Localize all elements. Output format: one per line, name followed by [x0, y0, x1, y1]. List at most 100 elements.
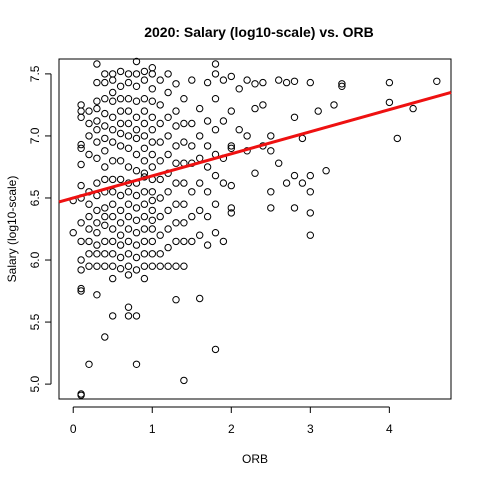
data-point — [93, 206, 101, 215]
data-point — [124, 303, 133, 311]
y-axis-label: Salary (log10-scale) — [5, 176, 19, 283]
data-point — [172, 107, 180, 115]
data-point — [290, 77, 299, 86]
data-point — [116, 142, 125, 150]
data-point — [140, 119, 149, 128]
y-tick-label: 6.0 — [28, 251, 42, 268]
data-point — [140, 188, 149, 196]
data-point — [109, 200, 117, 208]
data-point — [101, 95, 109, 103]
data-point — [306, 171, 314, 180]
data-point — [116, 241, 125, 249]
y-tick-label: 5.5 — [28, 313, 42, 330]
data-point — [109, 312, 117, 320]
data-point — [211, 171, 220, 180]
data-point — [211, 95, 220, 103]
data-point — [101, 333, 109, 341]
data-point — [101, 147, 109, 155]
data-point — [77, 390, 85, 398]
data-point — [172, 142, 180, 150]
data-point — [101, 212, 109, 221]
data-point — [164, 113, 172, 122]
data-point — [93, 262, 101, 270]
data-point — [188, 188, 196, 196]
data-point — [109, 97, 117, 105]
data-point — [109, 76, 117, 84]
data-point — [433, 77, 441, 86]
data-point — [172, 80, 180, 88]
data-point — [227, 142, 236, 150]
data-point — [77, 219, 85, 227]
data-point — [203, 241, 212, 249]
data-point — [164, 132, 172, 140]
data-point — [148, 216, 157, 225]
data-point — [219, 76, 228, 84]
data-point — [116, 82, 125, 91]
data-point — [148, 70, 157, 78]
data-point — [93, 60, 101, 68]
data-point — [148, 64, 157, 72]
data-point — [211, 229, 220, 237]
data-point — [259, 78, 267, 87]
data-point — [180, 95, 188, 103]
data-point — [132, 360, 141, 368]
data-point — [109, 188, 117, 196]
data-point — [93, 154, 101, 163]
data-point — [156, 231, 164, 239]
data-point — [101, 122, 109, 130]
y-axis: 5.0 5.5 6.0 6.5 7.0 7.5 — [28, 65, 52, 392]
data-point — [132, 82, 141, 91]
data-point — [148, 237, 157, 246]
data-point — [219, 237, 228, 246]
data-point — [306, 209, 314, 217]
data-point — [77, 266, 85, 274]
data-point — [93, 291, 101, 299]
data-point — [180, 138, 188, 146]
data-point — [101, 250, 109, 258]
data-point — [109, 157, 117, 165]
data-point — [132, 167, 141, 175]
data-point — [330, 101, 338, 109]
data-point — [148, 262, 157, 270]
data-point — [140, 200, 149, 208]
data-point — [219, 117, 228, 125]
data-point — [124, 132, 133, 140]
data-point — [180, 200, 188, 208]
data-point — [203, 188, 212, 196]
data-point — [188, 142, 196, 150]
data-point — [85, 107, 93, 115]
data-point — [156, 212, 164, 221]
data-point — [101, 163, 109, 171]
y-tick-label: 5.0 — [28, 375, 42, 392]
data-point — [164, 188, 172, 196]
data-point — [132, 253, 141, 262]
data-point — [267, 132, 275, 140]
data-point — [203, 78, 212, 87]
data-point — [211, 70, 220, 78]
data-point — [140, 157, 149, 165]
data-point — [116, 175, 125, 184]
x-tick-label: 2 — [228, 422, 235, 436]
data-point — [267, 147, 275, 155]
data-point — [148, 150, 157, 159]
data-point — [124, 271, 133, 279]
data-point — [116, 265, 125, 273]
data-point — [282, 78, 291, 87]
x-tick-label: 4 — [386, 422, 393, 436]
chart-title: 2020: Salary (log10-scale) vs. ORB — [144, 24, 374, 40]
data-point — [393, 134, 401, 143]
data-point — [196, 206, 204, 215]
data-point — [196, 294, 204, 303]
data-point — [211, 60, 220, 68]
data-point — [180, 219, 188, 227]
data-point — [93, 219, 101, 227]
data-point — [77, 284, 85, 293]
data-point — [172, 179, 180, 187]
data-point — [124, 78, 133, 87]
data-point — [188, 237, 196, 246]
data-point — [109, 237, 117, 246]
data-point — [306, 231, 314, 239]
data-point — [156, 101, 164, 109]
data-point — [156, 119, 164, 128]
data-point — [93, 126, 101, 134]
